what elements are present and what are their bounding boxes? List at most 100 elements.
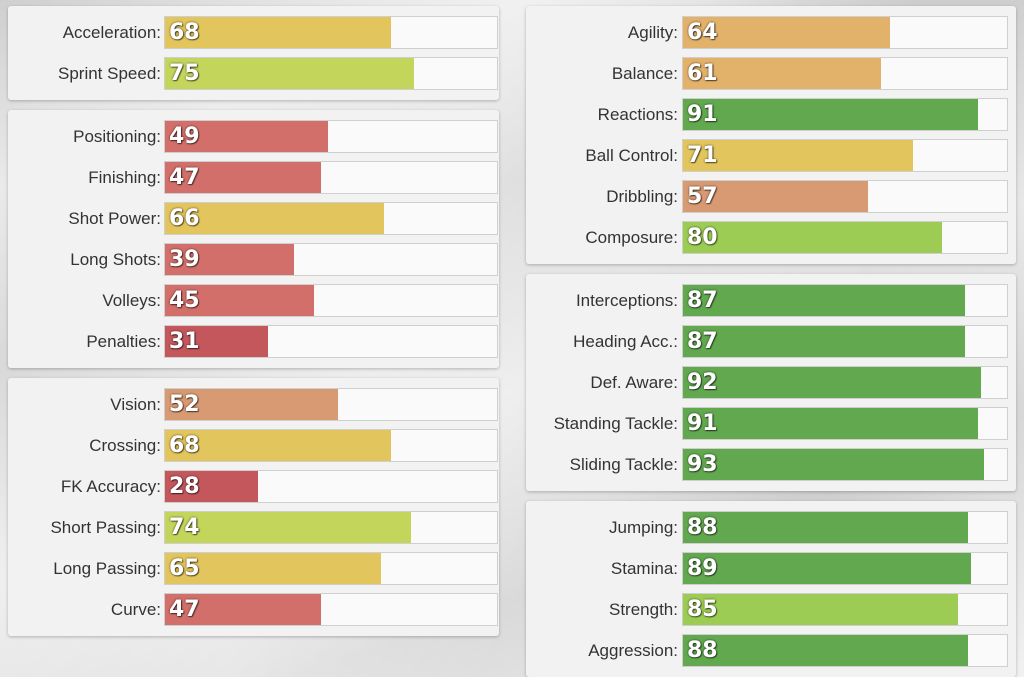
stat-value: 87 [687, 329, 718, 354]
stat-bar: 88 [682, 634, 1008, 667]
stat-bar-fill [683, 594, 959, 625]
stat-bar-fill [165, 471, 258, 502]
stat-label: Sprint Speed: [57, 64, 161, 83]
stat-bar: 92 [682, 366, 1008, 399]
stat-value: 47 [169, 597, 200, 622]
stat-bar: 52 [164, 388, 498, 421]
stat-label: Strength: [609, 600, 678, 619]
stat-bar-fill [683, 17, 891, 48]
stat-value: 87 [687, 288, 718, 313]
stat-bar: 74 [164, 511, 498, 544]
stat-bar: 93 [682, 448, 1008, 481]
stat-row: Strength: 85 [526, 593, 1016, 626]
stat-label: Positioning: [73, 127, 161, 146]
stat-value: 75 [169, 61, 200, 86]
stat-label: FK Accuracy: [60, 477, 161, 496]
stat-row: Acceleration: 68 [8, 16, 499, 49]
stat-value: 74 [169, 515, 200, 540]
stat-bar-fill [165, 430, 391, 461]
stat-value: 47 [169, 165, 200, 190]
stat-bar-fill [683, 326, 965, 357]
stat-row: Finishing: 47 [8, 161, 499, 194]
stat-bar: 64 [682, 16, 1008, 49]
stat-row: Agility: 64 [526, 16, 1016, 49]
stat-bar-fill [683, 635, 969, 666]
stat-label: Standing Tackle: [553, 414, 678, 433]
stat-panel-defending: Interceptions: 87 Heading Acc.: 87 Def. Awar… [526, 274, 1016, 491]
stat-bar: 65 [164, 552, 498, 585]
stat-row: Short Passing: 74 [8, 511, 499, 544]
stat-bar: 75 [164, 57, 498, 90]
stat-label: Finishing: [88, 168, 161, 187]
stat-bar-fill [683, 367, 982, 398]
stat-row: Balance: 61 [526, 57, 1016, 90]
stat-bar-fill [683, 449, 985, 480]
stat-bar-fill [165, 244, 295, 275]
stat-value: 61 [687, 61, 718, 86]
stat-bar-fill [165, 285, 315, 316]
stat-bar: 71 [682, 139, 1008, 172]
stat-label: Short Passing: [50, 518, 161, 537]
stat-label: Ball Control: [585, 146, 678, 165]
stat-bar: 45 [164, 284, 498, 317]
stat-value: 49 [169, 124, 200, 149]
stat-bar: 87 [682, 284, 1008, 317]
stat-label: Composure: [585, 228, 678, 247]
stat-value: 52 [169, 392, 200, 417]
stat-row: Standing Tackle: 91 [526, 407, 1016, 440]
stat-bar-fill [683, 512, 969, 543]
stat-label: Curve: [110, 600, 161, 619]
stat-label: Sliding Tackle: [569, 455, 678, 474]
stat-bar-fill [683, 222, 943, 253]
stat-bar: 31 [164, 325, 498, 358]
stat-value: 89 [687, 556, 718, 581]
stat-row: Sliding Tackle: 93 [526, 448, 1016, 481]
stat-bar-fill [165, 594, 322, 625]
stat-bar: 88 [682, 511, 1008, 544]
stat-row: Sprint Speed: 75 [8, 57, 499, 90]
stat-value: 66 [169, 206, 200, 231]
stat-bar: 28 [164, 470, 498, 503]
stat-value: 57 [687, 184, 718, 209]
stat-row: Shot Power: 66 [8, 202, 499, 235]
stat-bar: 80 [682, 221, 1008, 254]
stat-label: Volleys: [102, 291, 161, 310]
stat-bar: 47 [164, 161, 498, 194]
stat-bar: 61 [682, 57, 1008, 90]
stat-label: Def. Aware: [590, 373, 678, 392]
stat-row: Curve: 47 [8, 593, 499, 626]
stat-bar-fill [165, 326, 268, 357]
stat-panel-dribbling: Agility: 64 Balance: 61 Reactions: 91 Ball Con… [526, 6, 1016, 264]
stat-bar-fill [165, 389, 338, 420]
stat-value: 31 [169, 329, 200, 354]
stat-bar-fill [683, 408, 978, 439]
stat-panel-shooting: Positioning: 49 Finishing: 47 Shot Power: 66 L… [8, 110, 499, 368]
stat-bar: 47 [164, 593, 498, 626]
stat-label: Acceleration: [62, 23, 161, 42]
stat-value: 88 [687, 638, 718, 663]
stat-label: Crossing: [89, 436, 161, 455]
stat-row: Positioning: 49 [8, 120, 499, 153]
stat-row: Penalties: 31 [8, 325, 499, 358]
stat-bar: 68 [164, 429, 498, 462]
stat-value: 71 [687, 143, 718, 168]
stat-row: Composure: 80 [526, 221, 1016, 254]
stat-label: Aggression: [588, 641, 678, 660]
stat-bar-fill [165, 121, 328, 152]
stat-value: 68 [169, 433, 200, 458]
stat-bar-fill [165, 203, 385, 234]
stat-bar-fill [683, 285, 965, 316]
stat-label: Balance: [611, 64, 678, 83]
stat-bar-fill [165, 162, 322, 193]
stat-panel-passing: Vision: 52 Crossing: 68 FK Accuracy: 28 Short … [8, 378, 499, 636]
stat-label: Shot Power: [68, 209, 161, 228]
stat-value: 85 [687, 597, 718, 622]
stat-row: Interceptions: 87 [526, 284, 1016, 317]
stat-bar: 91 [682, 407, 1008, 440]
stat-row: Dribbling: 57 [526, 180, 1016, 213]
stat-value: 91 [687, 411, 718, 436]
stat-row: FK Accuracy: 28 [8, 470, 499, 503]
stat-value: 93 [687, 452, 718, 477]
stat-value: 80 [687, 225, 718, 250]
stat-panel-physical: Jumping: 88 Stamina: 89 Strength: 85 Aggressio… [526, 501, 1016, 677]
